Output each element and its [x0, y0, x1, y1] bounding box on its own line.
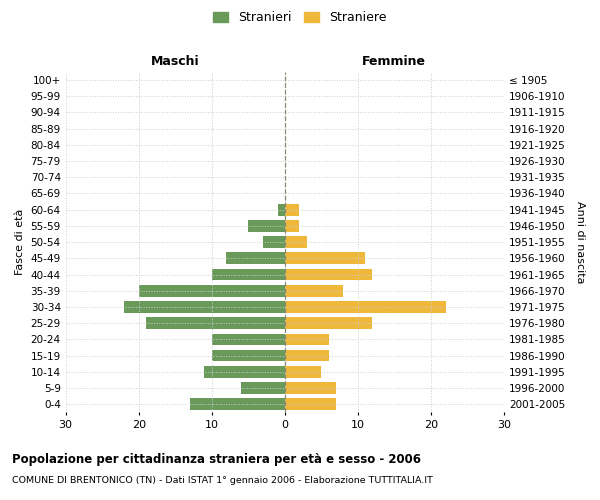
Bar — [139, 285, 285, 296]
Bar — [285, 334, 329, 345]
Bar — [285, 285, 343, 296]
Bar — [285, 398, 336, 410]
Text: Maschi: Maschi — [151, 56, 200, 68]
Text: COMUNE DI BRENTONICO (TN) - Dati ISTAT 1° gennaio 2006 - Elaborazione TUTTITALIA: COMUNE DI BRENTONICO (TN) - Dati ISTAT 1… — [12, 476, 433, 485]
Bar — [285, 301, 446, 313]
Bar — [285, 318, 373, 329]
Legend: Stranieri, Straniere: Stranieri, Straniere — [208, 6, 392, 29]
Bar — [285, 204, 299, 216]
Bar — [285, 236, 307, 248]
Bar — [226, 252, 285, 264]
Y-axis label: Fasce di età: Fasce di età — [15, 209, 25, 276]
Bar — [212, 350, 285, 362]
Text: Popolazione per cittadinanza straniera per età e sesso - 2006: Popolazione per cittadinanza straniera p… — [12, 452, 421, 466]
Bar — [248, 220, 285, 232]
Bar — [285, 220, 299, 232]
Y-axis label: Anni di nascita: Anni di nascita — [575, 201, 585, 283]
Bar — [146, 318, 285, 329]
Bar — [285, 382, 336, 394]
Bar — [212, 334, 285, 345]
Bar — [124, 301, 285, 313]
Bar — [278, 204, 285, 216]
Bar — [285, 350, 329, 362]
Bar — [205, 366, 285, 378]
Bar — [190, 398, 285, 410]
Bar — [212, 268, 285, 280]
Bar — [285, 268, 373, 280]
Bar — [241, 382, 285, 394]
Bar — [285, 252, 365, 264]
Bar — [263, 236, 285, 248]
Text: Femmine: Femmine — [362, 56, 427, 68]
Bar — [285, 366, 322, 378]
